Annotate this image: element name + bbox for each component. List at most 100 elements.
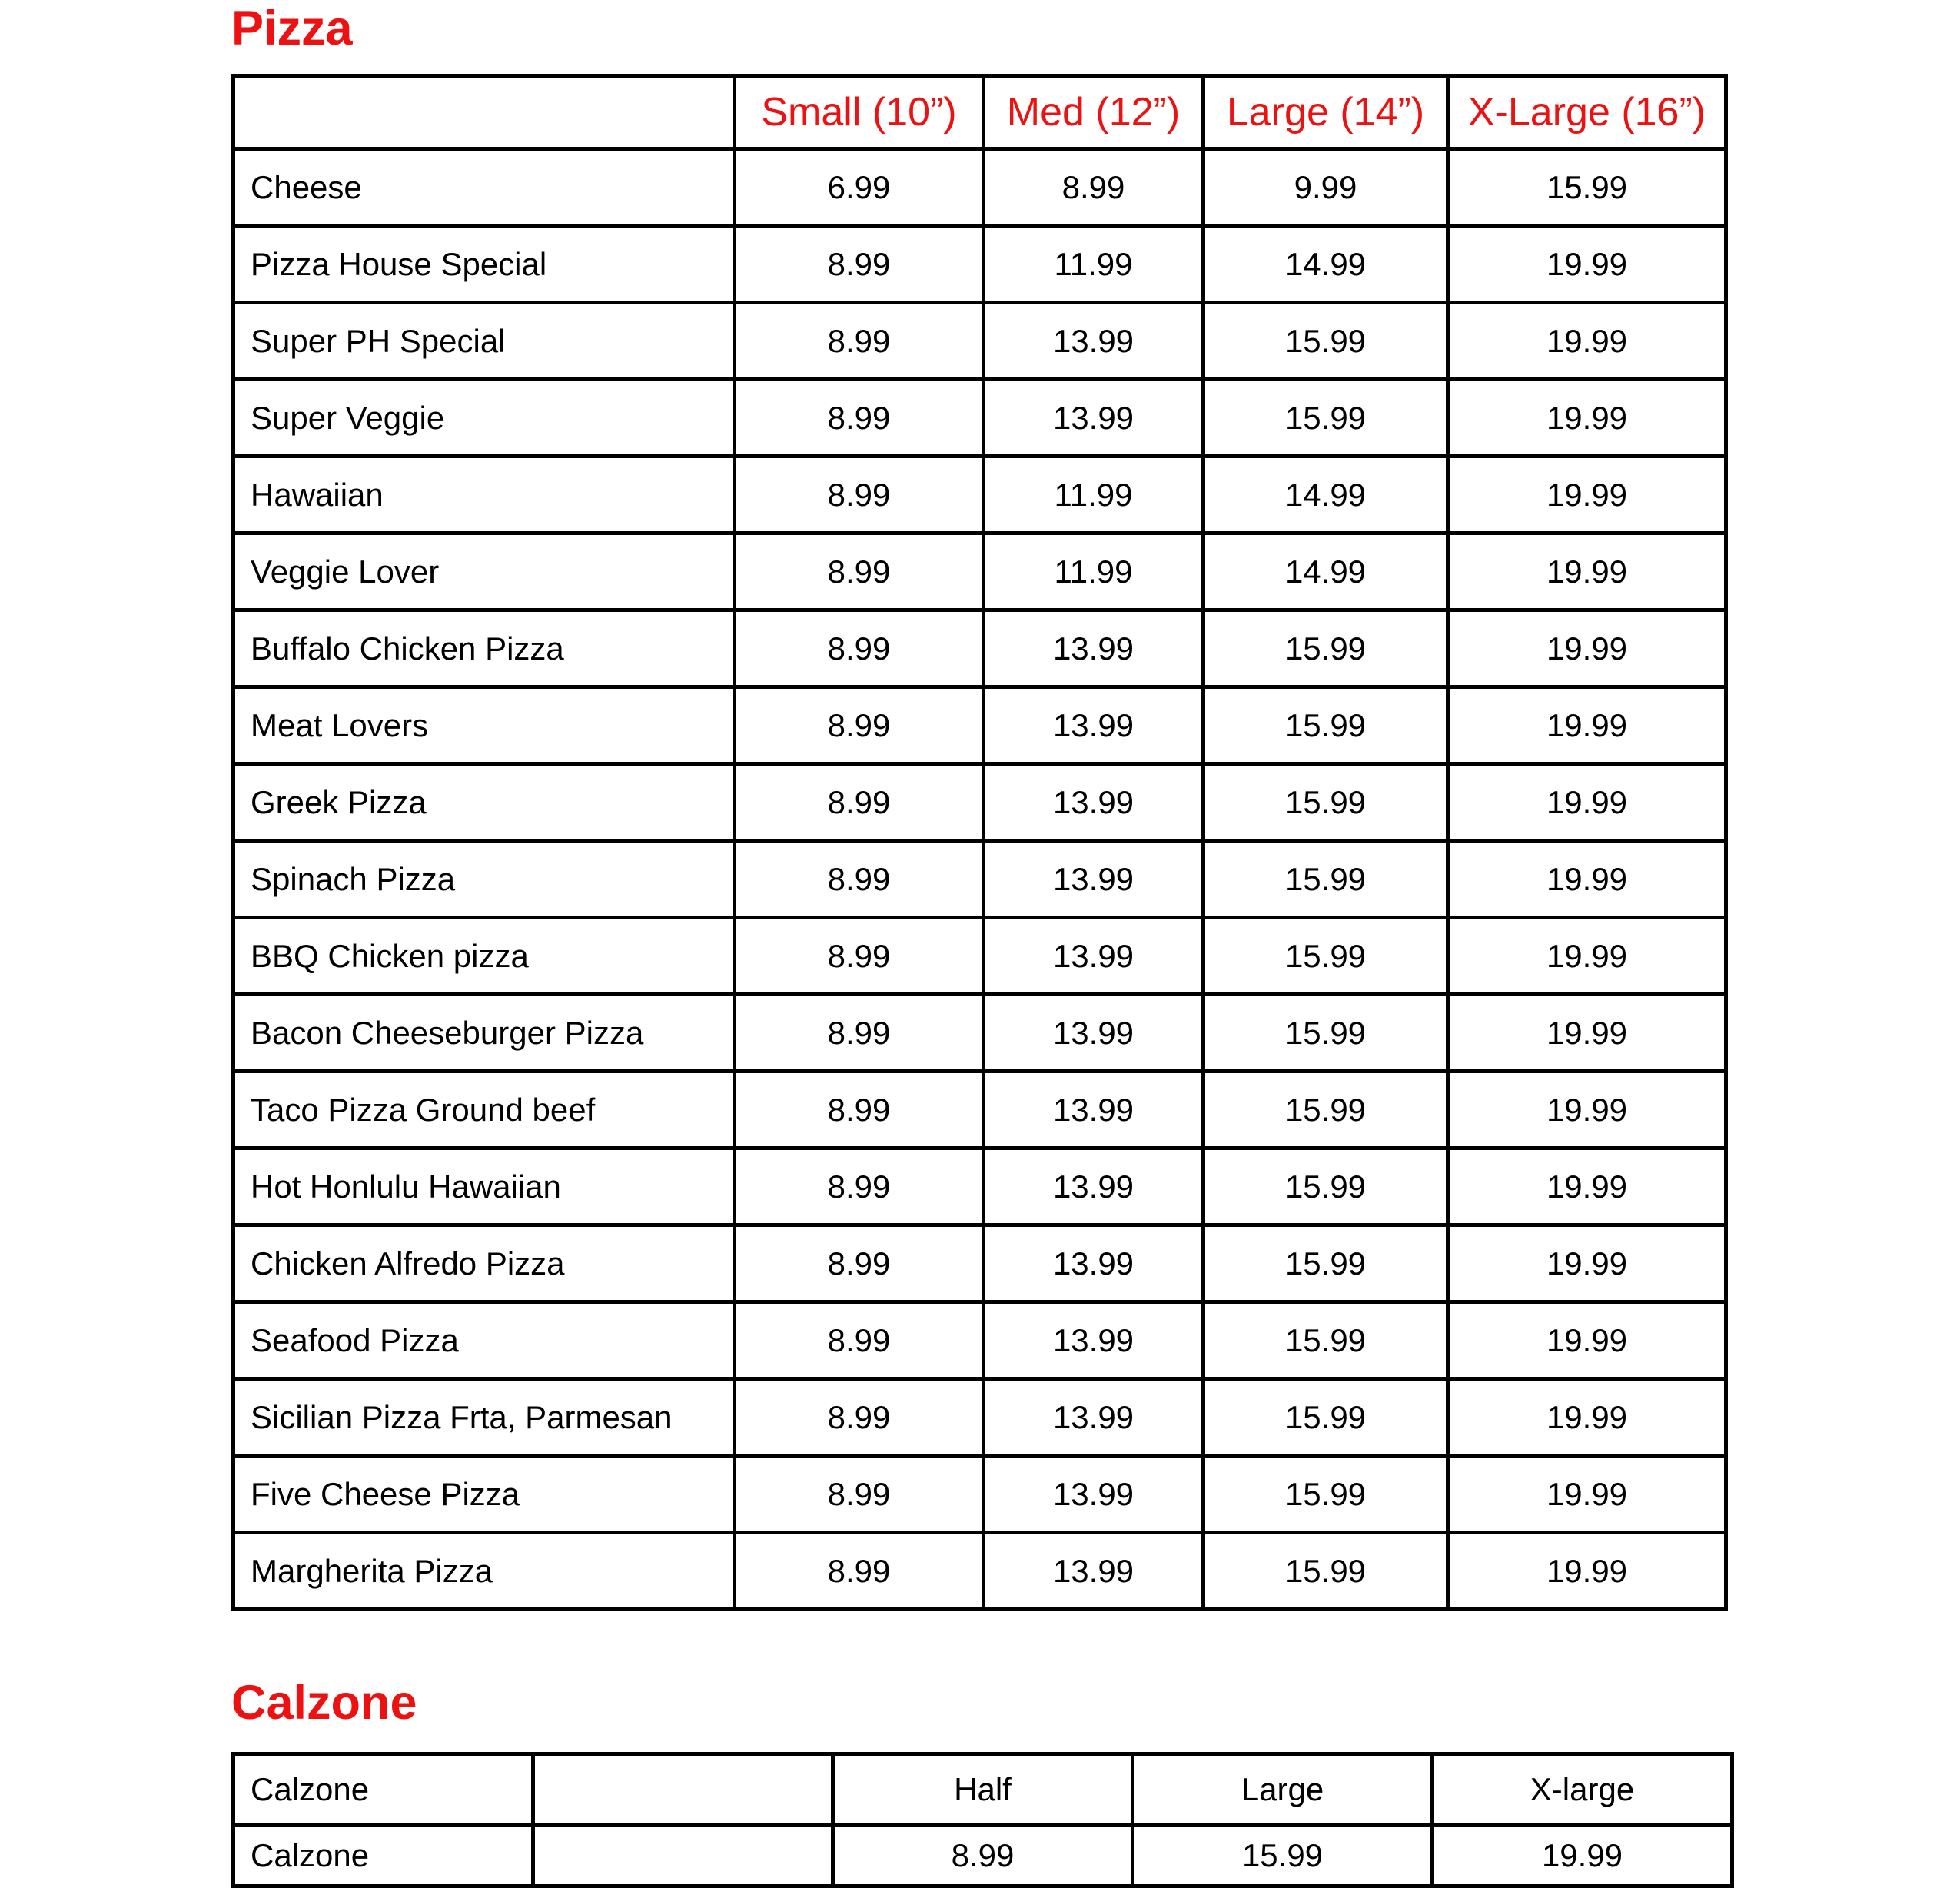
price-cell-large: 14.99 [1201, 224, 1450, 304]
pizza-name-cell: Hot Honlulu Hawaiian [231, 1146, 736, 1227]
pizza-row: Seafood Pizza 8.99 13.99 15.99 19.99 [231, 1300, 1728, 1381]
price-cell-small: 8.99 [733, 762, 985, 843]
price-cell-med: 13.99 [982, 1300, 1205, 1381]
price-cell-small: 6.99 [733, 147, 985, 228]
price-cell-large: 15.99 [1201, 608, 1450, 689]
calzone-price-table: Calzone Half Large X-large Calzone 8.99 … [231, 1752, 1734, 1888]
price-cell-med: 13.99 [982, 377, 1205, 458]
price-cell-xlarge: 19.99 [1446, 1300, 1728, 1381]
price-cell-xlarge: 19.99 [1446, 1531, 1728, 1611]
price-cell-xlarge: 19.99 [1446, 1454, 1728, 1534]
pizza-row: BBQ Chicken pizza 8.99 13.99 15.99 19.99 [231, 916, 1728, 996]
pizza-name-cell: Spinach Pizza [231, 839, 736, 919]
calzone-header-blank [531, 1752, 835, 1827]
price-cell-small: 8.99 [733, 1146, 985, 1227]
pizza-name-cell: Veggie Lover [231, 531, 736, 612]
calzone-section-title: Calzone [231, 1676, 417, 1730]
pizza-name-cell: Margherita Pizza [231, 1531, 736, 1611]
price-cell-small: 8.99 [733, 301, 985, 381]
price-cell-xlarge: 19.99 [1446, 224, 1728, 304]
price-cell-small: 8.99 [733, 1223, 985, 1304]
pizza-name-cell: Cheese [231, 147, 736, 228]
price-cell-med: 11.99 [982, 454, 1205, 535]
price-cell-large: 15.99 [1201, 916, 1450, 996]
price-cell-small: 8.99 [733, 839, 985, 919]
pizza-row: Greek Pizza 8.99 13.99 15.99 19.99 [231, 762, 1728, 843]
price-cell-large: 15.99 [1201, 1531, 1450, 1611]
price-cell-small: 8.99 [733, 454, 985, 535]
price-cell-xlarge: 19.99 [1446, 454, 1728, 535]
price-cell-small: 8.99 [733, 224, 985, 304]
pizza-row: Bacon Cheeseburger Pizza 8.99 13.99 15.9… [231, 992, 1728, 1073]
price-cell-small: 8.99 [733, 1454, 985, 1534]
price-cell-large: 14.99 [1201, 531, 1450, 612]
pizza-name-cell: BBQ Chicken pizza [231, 916, 736, 996]
calzone-header-large: Large [1131, 1752, 1434, 1827]
price-cell-med: 13.99 [982, 301, 1205, 381]
pizza-row: Taco Pizza Ground beef 8.99 13.99 15.99 … [231, 1069, 1728, 1150]
price-cell-xlarge: 19.99 [1446, 1377, 1728, 1458]
pizza-row: Meat Lovers 8.99 13.99 15.99 19.99 [231, 685, 1728, 766]
price-cell-med: 8.99 [982, 147, 1205, 228]
price-cell-large: 15.99 [1201, 377, 1450, 458]
price-cell-med: 11.99 [982, 531, 1205, 612]
pizza-name-cell: Meat Lovers [231, 685, 736, 766]
pizza-name-cell: Chicken Alfredo Pizza [231, 1223, 736, 1304]
price-cell-med: 13.99 [982, 839, 1205, 919]
pizza-header-large: Large (14”) [1201, 74, 1450, 151]
pizza-name-cell: Taco Pizza Ground beef [231, 1069, 736, 1150]
pizza-row: Five Cheese Pizza 8.99 13.99 15.99 19.99 [231, 1454, 1728, 1534]
pizza-table-body: Cheese 6.99 8.99 9.99 15.99 Pizza House … [231, 147, 1728, 1611]
pizza-row: Veggie Lover 8.99 11.99 14.99 19.99 [231, 531, 1728, 612]
price-cell-xlarge: 19.99 [1446, 916, 1728, 996]
price-cell-med: 13.99 [982, 1531, 1205, 1611]
calzone-header-half: Half [831, 1752, 1134, 1827]
price-cell-med: 13.99 [982, 1223, 1205, 1304]
price-cell-med: 13.99 [982, 916, 1205, 996]
price-cell-large: 15.99 [1201, 1069, 1450, 1150]
pizza-header-blank [231, 74, 736, 151]
price-cell-xlarge: 19.99 [1446, 1069, 1728, 1150]
price-cell-large: 14.99 [1201, 454, 1450, 535]
calzone-header-row: Calzone Half Large X-large [231, 1752, 1734, 1827]
pizza-row: Hot Honlulu Hawaiian 8.99 13.99 15.99 19… [231, 1146, 1728, 1227]
price-cell-xlarge: 19.99 [1446, 1146, 1728, 1227]
calzone-header-name: Calzone [231, 1752, 535, 1827]
price-cell-med: 13.99 [982, 1377, 1205, 1458]
pizza-row: Super PH Special 8.99 13.99 15.99 19.99 [231, 301, 1728, 381]
price-cell-med: 13.99 [982, 1454, 1205, 1534]
pizza-name-cell: Seafood Pizza [231, 1300, 736, 1381]
pizza-name-cell: Bacon Cheeseburger Pizza [231, 992, 736, 1073]
price-cell-xlarge: 19.99 [1446, 839, 1728, 919]
pizza-name-cell: Greek Pizza [231, 762, 736, 843]
price-cell-large: 15.99 [1201, 1146, 1450, 1227]
price-cell-xlarge: 19.99 [1446, 685, 1728, 766]
pizza-header-xlarge: X-Large (16”) [1446, 74, 1728, 151]
price-cell-xlarge: 19.99 [1446, 531, 1728, 612]
pizza-name-cell: Super Veggie [231, 377, 736, 458]
pizza-header-row: Small (10”) Med (12”) Large (14”) X-Larg… [231, 74, 1728, 151]
price-cell-small: 8.99 [733, 916, 985, 996]
pizza-row: Sicilian Pizza Frta, Parmesan 8.99 13.99… [231, 1377, 1728, 1458]
pizza-row: Super Veggie 8.99 13.99 15.99 19.99 [231, 377, 1728, 458]
price-cell-small: 8.99 [733, 1531, 985, 1611]
price-cell-med: 13.99 [982, 992, 1205, 1073]
pizza-row: Margherita Pizza 8.99 13.99 15.99 19.99 [231, 1531, 1728, 1611]
price-cell-xlarge: 19.99 [1446, 608, 1728, 689]
pizza-price-table: Small (10”) Med (12”) Large (14”) X-Larg… [231, 74, 1728, 1611]
price-cell-small: 8.99 [733, 531, 985, 612]
pizza-name-cell: Sicilian Pizza Frta, Parmesan [231, 1377, 736, 1458]
price-cell-xlarge: 19.99 [1446, 762, 1728, 843]
price-cell-large: 15.99 [1201, 1300, 1450, 1381]
pizza-row: Spinach Pizza 8.99 13.99 15.99 19.99 [231, 839, 1728, 919]
pizza-section-title: Pizza [231, 2, 353, 55]
price-cell-xlarge: 15.99 [1446, 147, 1728, 228]
price-cell-xlarge: 19.99 [1446, 992, 1728, 1073]
price-cell-large: 15.99 [1201, 762, 1450, 843]
pizza-name-cell: Pizza House Special [231, 224, 736, 304]
price-cell-small: 8.99 [733, 1377, 985, 1458]
pizza-header-med: Med (12”) [982, 74, 1205, 151]
price-cell-xlarge: 19.99 [1446, 301, 1728, 381]
price-cell-large: 15.99 [1201, 301, 1450, 381]
